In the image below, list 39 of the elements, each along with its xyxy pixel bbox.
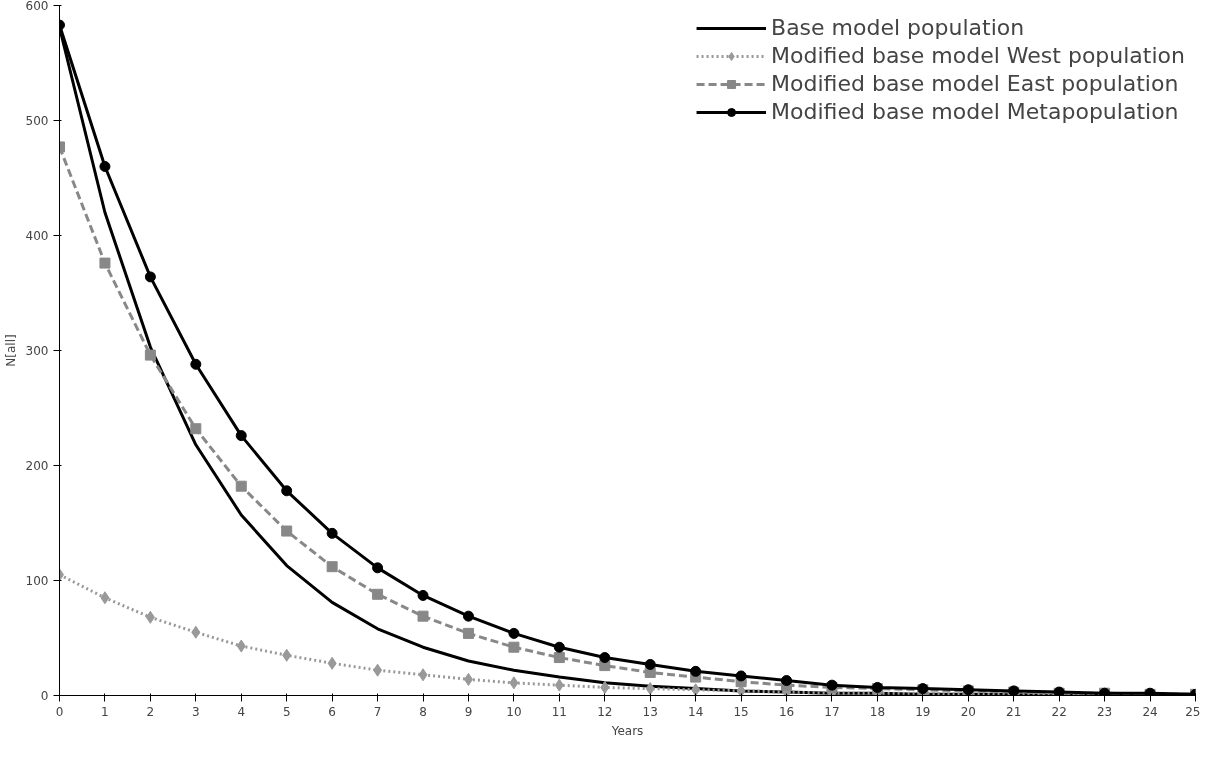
x-tick-label: 5 <box>282 704 291 719</box>
legend-label: Base model population <box>771 15 1025 40</box>
y-axis-title: N[all] <box>3 334 18 367</box>
x-tick-label: 25 <box>1185 704 1201 719</box>
x-tick-label: 16 <box>778 704 795 719</box>
legend-label: Modified base model Metapopulation <box>771 99 1179 124</box>
x-tick-label: 10 <box>506 704 522 719</box>
x-tick-label: 4 <box>237 704 246 719</box>
x-tick-label: 6 <box>328 704 336 719</box>
x-tick-label: 14 <box>688 704 704 719</box>
x-tick-label: 15 <box>733 704 749 719</box>
x-tick-label: 18 <box>869 704 886 719</box>
y-tick-label: 500 <box>25 114 49 128</box>
x-tick-label: 20 <box>960 704 976 719</box>
x-tick-label: 0 <box>55 704 64 719</box>
y-tick-label: 0 <box>40 689 49 703</box>
x-tick-label: 11 <box>551 704 567 719</box>
x-tick-label: 21 <box>1006 704 1022 719</box>
x-tick-label: 22 <box>1051 704 1067 719</box>
legend-label: Modified base model East population <box>771 71 1179 96</box>
x-tick-label: 13 <box>642 704 658 719</box>
x-axis-title: Years <box>610 723 644 738</box>
x-tick-label: 23 <box>1096 704 1113 719</box>
y-tick-label: 200 <box>25 459 49 473</box>
x-tick-label: 17 <box>824 704 840 719</box>
legend-label: Modified base model West population <box>771 43 1185 68</box>
y-tick-label: 300 <box>25 344 49 358</box>
y-tick-label: 400 <box>25 229 49 243</box>
y-tick-label: 100 <box>25 574 49 588</box>
y-tick-label: 600 <box>25 0 49 13</box>
x-tick-label: 12 <box>597 704 613 719</box>
x-tick-label: 2 <box>146 704 155 719</box>
x-tick-label: 1 <box>101 704 109 719</box>
x-tick-label: 19 <box>915 704 931 719</box>
x-tick-label: 24 <box>1142 704 1158 719</box>
x-tick-label: 3 <box>192 704 200 719</box>
x-tick-label: 9 <box>464 704 473 719</box>
x-tick-label: 7 <box>373 704 382 719</box>
x-tick-label: 8 <box>419 704 427 719</box>
